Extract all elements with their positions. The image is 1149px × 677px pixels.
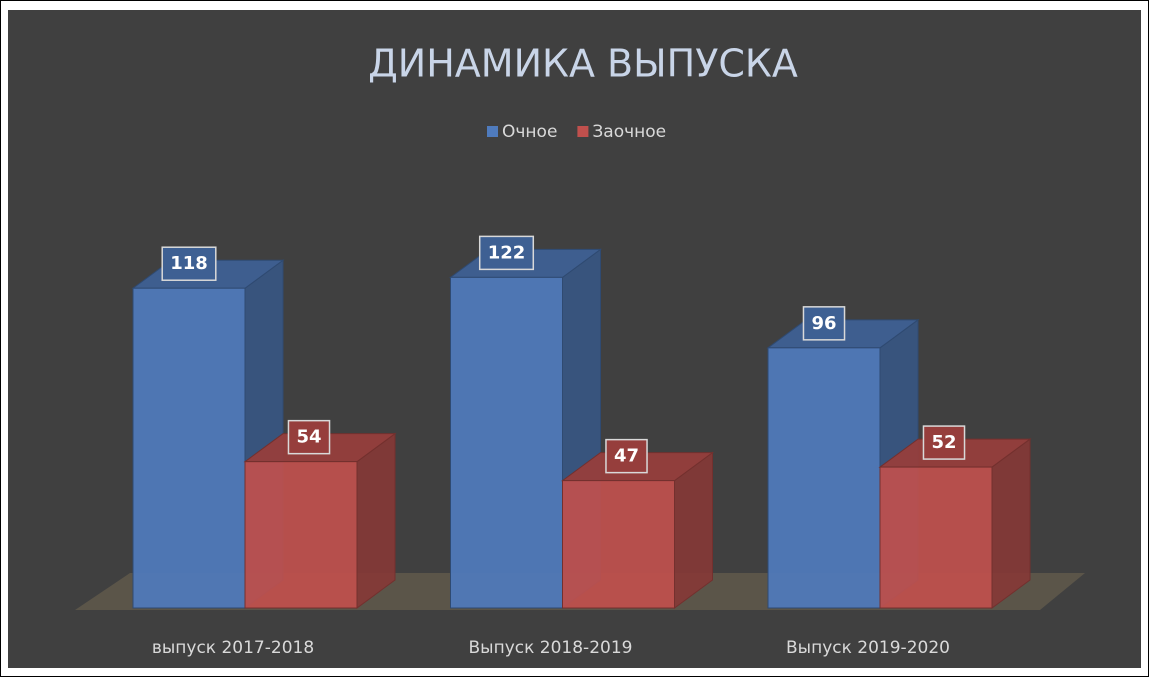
data-label-box	[161, 246, 217, 281]
data-label-box	[922, 425, 966, 460]
data-label-box	[478, 235, 535, 271]
bar	[450, 276, 563, 609]
bar	[767, 347, 881, 609]
data-label: 96	[811, 313, 836, 334]
bar-side	[991, 438, 1031, 609]
data-label-box	[605, 438, 648, 474]
x-tick-label: Выпуск 2018-2019	[469, 638, 633, 658]
chart-title: ДИНАМИКА ВЫПУСКА	[368, 42, 798, 86]
x-tick-label: Выпуск 2019-2020	[786, 638, 950, 658]
data-label: 52	[931, 432, 956, 453]
bar	[132, 287, 246, 609]
data-label: 47	[614, 446, 639, 467]
legend-swatch	[577, 126, 589, 137]
legend-label: Очное	[502, 122, 557, 142]
bar-side	[356, 432, 396, 609]
legend-label: Заочное	[592, 122, 666, 142]
x-tick-label: выпуск 2017-2018	[152, 638, 314, 658]
data-label: 122	[488, 242, 526, 263]
legend-swatch	[487, 126, 498, 137]
bar	[879, 466, 993, 609]
bar	[244, 461, 358, 609]
bar	[562, 480, 675, 609]
data-label: 118	[170, 253, 208, 274]
data-label-box	[287, 419, 331, 455]
data-label-box	[802, 306, 846, 341]
data-label: 54	[296, 427, 321, 448]
